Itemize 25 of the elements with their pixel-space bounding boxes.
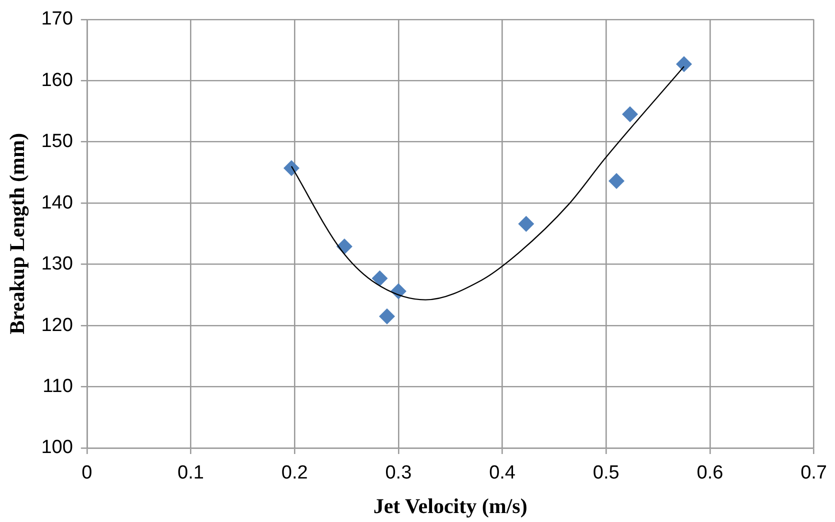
y-tick-label: 150 — [41, 131, 73, 152]
x-tick-label: 0.5 — [592, 462, 620, 484]
x-tick-label: 0.1 — [178, 462, 204, 484]
x-tick-label: 0.6 — [696, 462, 724, 484]
point — [379, 308, 396, 324]
x-tick-label: 0 — [82, 462, 92, 484]
y-tick-label: 120 — [41, 314, 73, 336]
x-tick-label: 0.2 — [281, 462, 308, 484]
y-tick-label: 160 — [41, 70, 73, 91]
y-tick-label: 130 — [41, 254, 73, 275]
point — [283, 160, 300, 176]
x-axis-title: Jet Velocity (m/s) — [373, 494, 528, 518]
point — [372, 270, 388, 286]
y-tick-label: 110 — [42, 376, 73, 398]
point — [622, 106, 638, 122]
x-tick-label: 0.7 — [800, 462, 828, 484]
x-tick-label: 0.4 — [489, 462, 516, 484]
point — [608, 173, 624, 190]
y-tick-label: 100 — [41, 437, 73, 458]
x-tick-label: 0.3 — [385, 462, 412, 484]
y-tick-label: 140 — [41, 192, 73, 214]
point — [518, 216, 534, 232]
y-axis-title: Breakup Length (mm) — [5, 132, 30, 334]
y-tick-label: 170 — [41, 8, 73, 30]
point — [676, 56, 692, 72]
